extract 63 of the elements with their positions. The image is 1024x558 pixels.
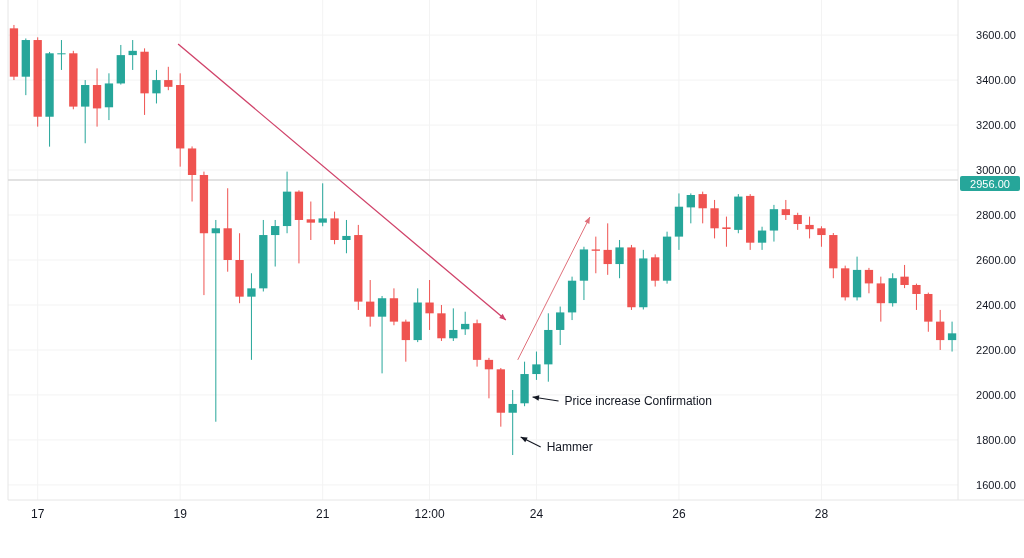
y-tick-label: 3600.00	[976, 29, 1016, 42]
candlestick	[936, 309, 945, 351]
candlestick	[425, 279, 434, 331]
candlestick	[769, 204, 779, 243]
candlestick	[318, 182, 327, 227]
candlestick	[164, 66, 173, 91]
candlestick	[947, 321, 957, 353]
candlestick	[710, 199, 719, 239]
candlestick	[757, 226, 767, 251]
candlestick	[92, 67, 102, 128]
candlestick	[698, 191, 707, 224]
candlestick	[247, 272, 256, 361]
candlestick	[306, 201, 315, 241]
candlestick	[342, 219, 351, 254]
candlestick	[57, 39, 66, 71]
candlestick	[211, 219, 220, 423]
ref-line-label: 2956.00	[970, 177, 1010, 190]
candlestick	[366, 279, 375, 328]
candlestick	[615, 239, 624, 279]
y-tick-label: 3000.00	[976, 164, 1016, 177]
candlestick	[449, 307, 458, 342]
candlestick	[651, 253, 660, 288]
annotation: Hammer	[546, 440, 593, 455]
candlestick	[484, 357, 494, 399]
y-tick-label: 2800.00	[976, 209, 1016, 222]
candlestick	[81, 79, 90, 144]
annotation: Price increase Confirmation	[564, 393, 712, 408]
candlestick	[556, 306, 565, 346]
y-tick-label: 1600.00	[976, 478, 1016, 491]
candlestick	[389, 287, 399, 326]
candlestick	[805, 216, 814, 239]
y-tick-label: 2000.00	[976, 388, 1016, 401]
candlestick	[686, 192, 695, 224]
x-tick-label: 17	[31, 507, 45, 521]
x-tick-label: 24	[529, 507, 544, 521]
candlestick	[817, 225, 826, 248]
candlestick	[532, 351, 541, 381]
candlestick	[152, 69, 161, 104]
y-tick-label: 2200.00	[976, 343, 1016, 356]
candlestick	[508, 389, 517, 456]
y-tick-label: 2400.00	[976, 298, 1016, 311]
candlestick	[401, 319, 410, 363]
candlestick	[781, 199, 790, 221]
candlestick	[864, 267, 874, 294]
y-tick-label: 2600.00	[976, 254, 1016, 267]
candlestick	[912, 283, 921, 311]
candlestick	[104, 72, 114, 121]
x-tick-label: 26	[672, 507, 686, 521]
candlestick	[876, 276, 885, 323]
candlestick	[603, 222, 612, 276]
candlestick	[271, 219, 280, 268]
y-tick-label: 3400.00	[976, 74, 1016, 87]
candlestick	[722, 216, 731, 248]
y-tick-label: 3200.00	[976, 119, 1016, 132]
candlestick	[591, 236, 600, 274]
y-tick-label: 1800.00	[976, 433, 1016, 446]
candlestick	[377, 295, 387, 374]
candlestick	[900, 264, 909, 289]
x-tick-label: 21	[316, 507, 330, 521]
x-tick-label: 19	[173, 507, 188, 521]
x-tick-label: 28	[814, 507, 829, 521]
candlestick	[330, 211, 339, 245]
x-tick-label: 12:00	[414, 507, 445, 521]
